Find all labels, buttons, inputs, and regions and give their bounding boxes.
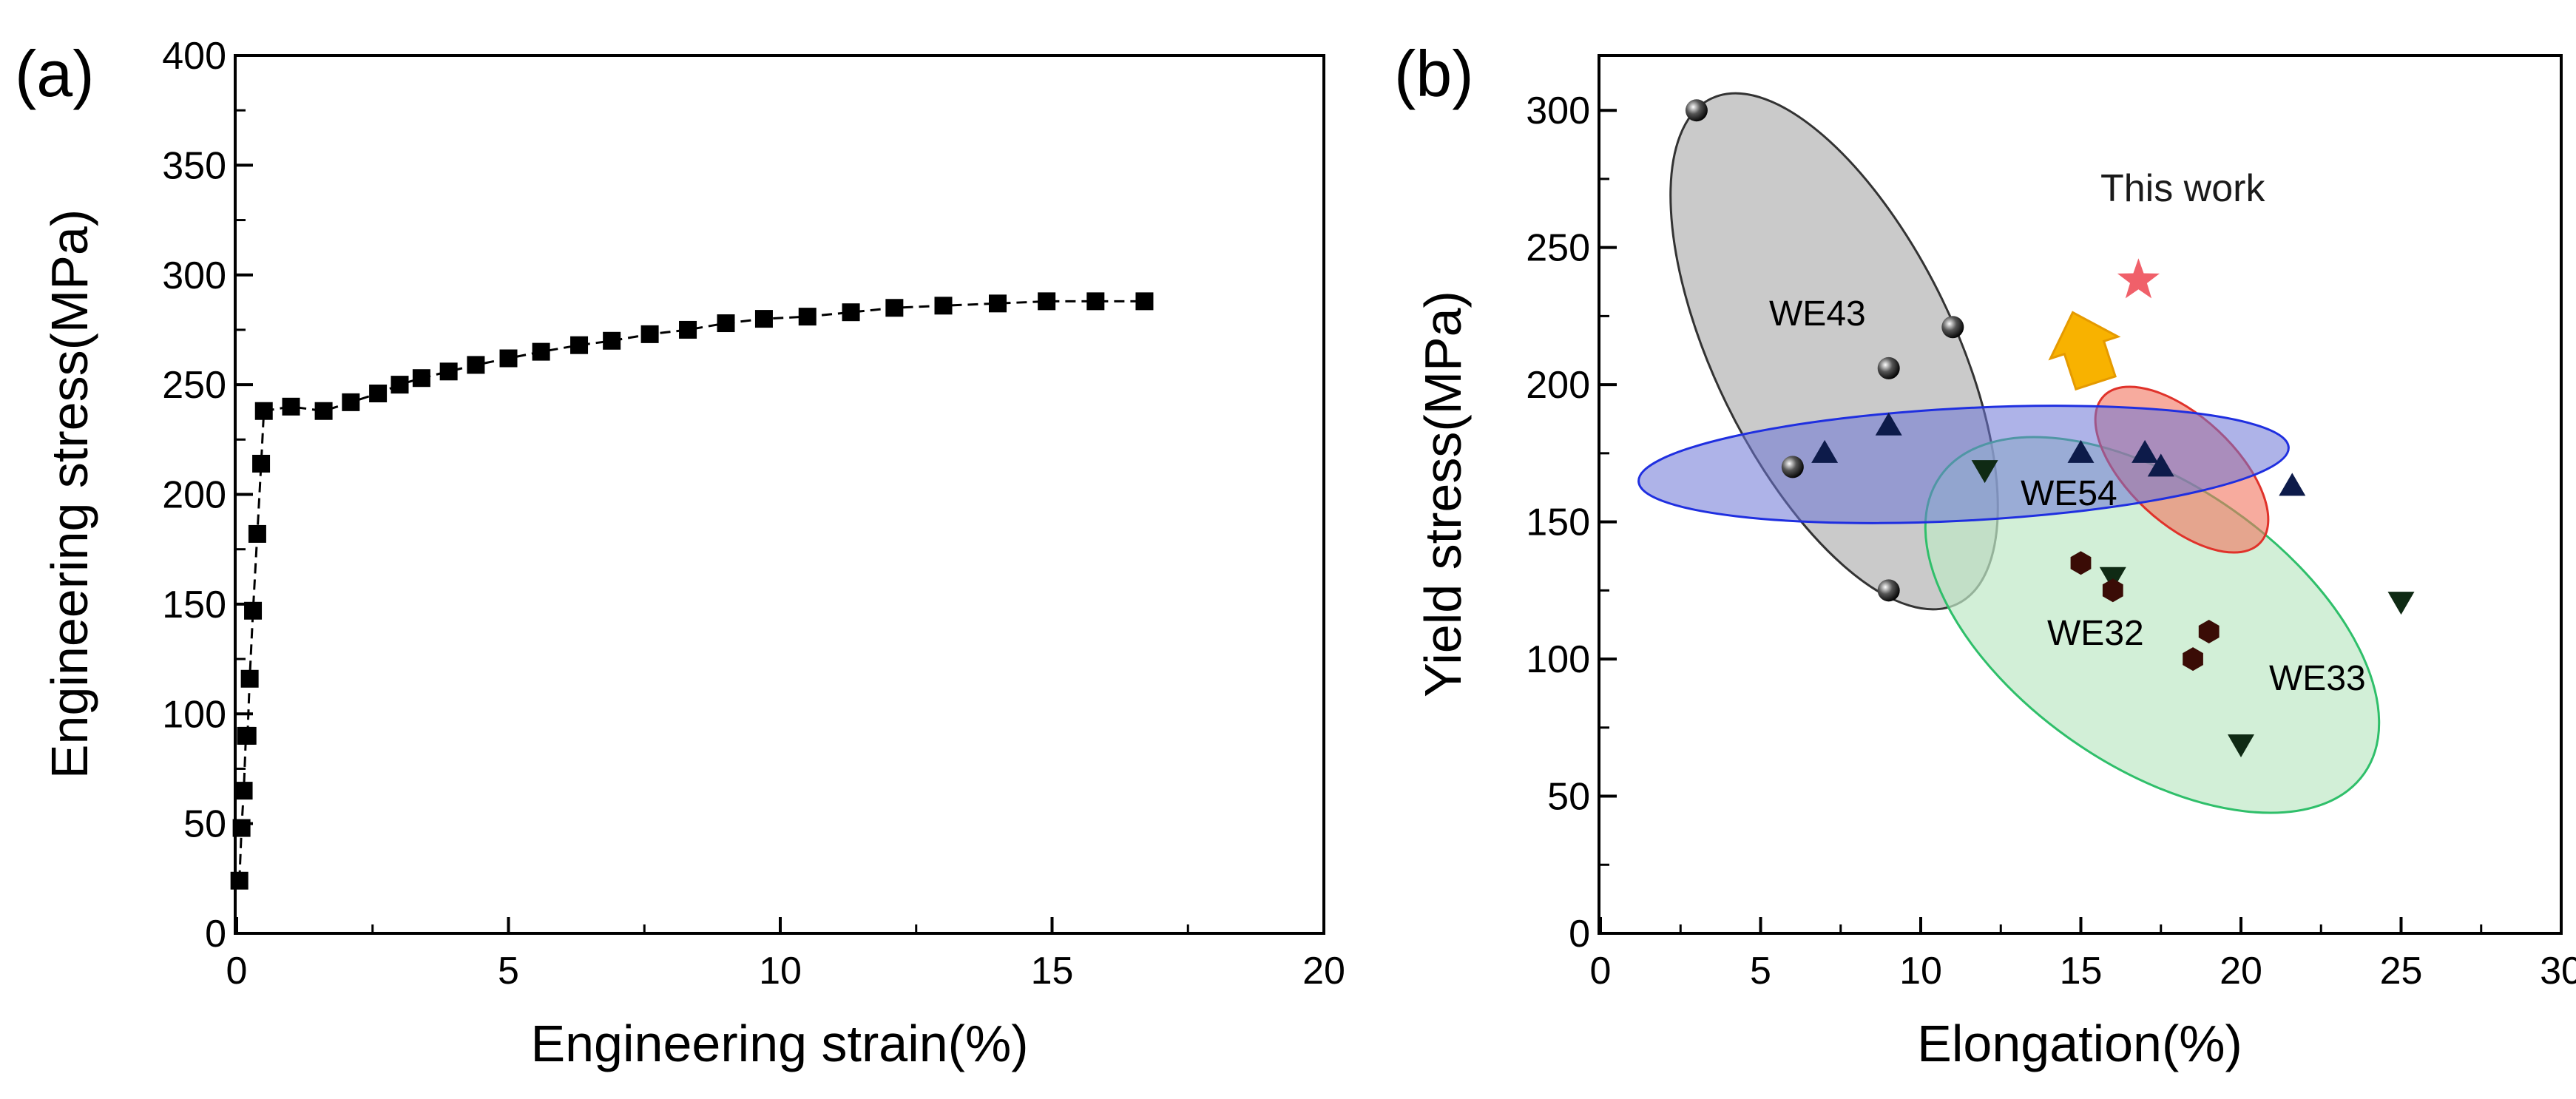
we54-point [2132,439,2159,463]
we54-point [2147,453,2174,477]
panel-a-y-tick-label: 350 [162,144,226,187]
stress-strain-point [989,294,1007,313]
panel-a-x-tick-label: 10 [759,950,802,993]
panel-b-y-tick-label: 50 [1547,776,1590,819]
stress-strain-point [717,314,735,333]
stress-strain-point [640,325,659,343]
we54-point [2067,439,2095,463]
we33-point [2387,592,2415,615]
panel-b-x-tick-label: 5 [1750,950,1771,993]
we43-point [1941,316,1964,339]
stress-strain-point [238,726,257,745]
stress-strain-point [570,336,589,354]
we54-point [2279,473,2306,496]
we54-point [1811,439,1839,463]
stress-strain-point [934,297,953,315]
improvement-arrow-icon [2048,311,2121,391]
we33-label: WE33 [2269,659,2366,698]
stress-strain-point [252,454,271,473]
panel-a-plot-frame [234,54,1325,935]
stress-strain-point [342,393,360,411]
panel-a-x-tick-label: 0 [226,950,248,993]
panel-a-y-tick-label: 0 [205,913,226,956]
panel-b-y-tick-label: 100 [1526,638,1590,681]
we43-point [1877,579,1900,602]
we54-point [1875,412,1902,436]
panel-a-x-tick-label: 15 [1031,950,1074,993]
we32-point [2198,620,2220,643]
stress-strain-point [842,303,860,322]
we32-point [2102,578,2123,603]
stress-strain-point [798,308,817,326]
we32-point [2183,647,2203,672]
stress-strain-point [244,601,263,620]
panel-b-y-tick-label: 200 [1526,364,1590,407]
panel-a-y-tick-label: 50 [183,803,226,846]
we54-label: WE54 [2021,474,2117,513]
stress-strain-point [1135,292,1154,311]
panel-a-x-tick-label: 20 [1302,950,1345,993]
stress-strain-point [412,369,430,388]
we43-label: WE43 [1769,294,1866,334]
stress-strain-point [254,402,273,420]
stress-strain-point [499,349,518,368]
stress-strain-point [234,782,253,800]
stress-strain-point [1038,292,1056,311]
stress-strain-point [885,299,904,317]
panel-a-y-tick-label: 200 [162,474,226,517]
stress-strain-point [603,331,621,350]
we54-group-ellipse [1637,405,2290,524]
panel-b-y-axis-title: Yield stress(MPa) [1414,291,1472,697]
panel-a-y-tick-label: 150 [162,584,226,626]
panel-b-x-tick-label: 10 [1899,950,1942,993]
panel-a-y-tick-label: 250 [162,364,226,407]
panel-b-x-tick-label: 25 [2380,950,2423,993]
we43-point [1781,456,1804,479]
stress-strain-point [391,376,409,394]
we32-point [2070,551,2092,575]
panel-b-x-tick-label: 20 [2220,950,2262,993]
panel-a-x-axis-title: Engineering strain(%) [530,1015,1028,1072]
stress-strain-point [248,524,266,543]
panel-b-label: (b) [1394,37,1474,110]
panel-a-y-tick-label: 100 [162,693,226,736]
stress-strain-curve [238,300,1145,881]
panel-a-y-axis-title: Engineering stress(MPa) [41,209,98,779]
panel-a-y-tick-label: 300 [162,254,226,297]
stress-strain-point [467,356,485,374]
panel-b-x-tick-label: 30 [2540,950,2576,993]
panel-b-y-tick-label: 150 [1526,501,1590,544]
panel-b-x-tick-label: 15 [2060,950,2103,993]
stress-strain-point [1086,292,1105,311]
we33-point [1971,460,1998,484]
panel-b-y-tick-label: 250 [1526,227,1590,270]
panel-b-y-tick-label: 0 [1569,913,1590,956]
stress-strain-point [314,402,333,420]
we33-point [2099,567,2126,590]
stress-strain-point [369,384,388,402]
stress-strain-point [532,342,550,361]
stress-strain-point [230,871,249,890]
we33-point [2228,734,2254,758]
stress-strain-point [679,320,697,339]
panel-b-y-tick-label: 300 [1526,89,1590,132]
panel-b-x-axis-title: Elongation(%) [1917,1015,2242,1072]
stress-strain-point [439,362,458,381]
we43-point [1685,99,1708,122]
we43-point [1877,356,1900,379]
we32-label: WE32 [2047,614,2144,653]
panel-b-plot-frame [1598,54,2563,935]
this-work-annotation: This work [2100,167,2265,210]
stress-strain-point [282,397,300,416]
panel-b-x-tick-label: 0 [1590,950,1612,993]
panel-a-y-tick-label: 400 [162,35,226,78]
stress-strain-point [240,669,259,688]
panel-a-label: (a) [15,37,95,110]
stress-strain-point [754,310,773,328]
panel-a-x-tick-label: 5 [498,950,519,993]
this-work-point [2117,258,2160,299]
